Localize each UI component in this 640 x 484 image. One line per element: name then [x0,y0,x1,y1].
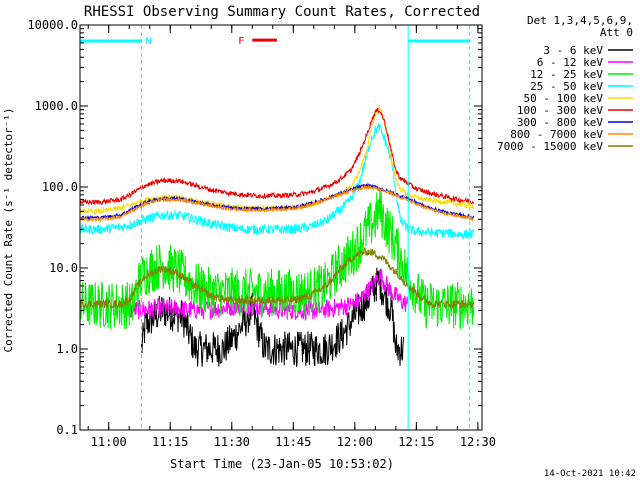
legend-label-1: 6 - 12 keV [537,56,604,69]
y-tick-label-5: 0.1 [56,423,78,437]
plot-frame [79,24,483,431]
flare-label: F [238,36,244,47]
x-tick-label-1: 11:15 [152,435,188,449]
legend-label-3: 25 - 50 keV [530,80,603,93]
footer-timestamp: 14-Oct-2021 10:42 [544,469,636,479]
legend-label-2: 12 - 25 keV [530,68,603,81]
series-line-4 [79,104,475,216]
night-label: N [146,36,152,47]
legend-header-attenuator: Att 0 [600,26,633,39]
legend-label-0: 3 - 6 keV [543,44,603,57]
x-tick-label-6: 12:30 [460,435,496,449]
x-tick-label-5: 12:15 [398,435,434,449]
series-layer [79,104,475,367]
legend-label-7: 800 - 7000 keV [510,128,603,141]
x-tick-label-0: 11:00 [91,435,127,449]
legend-header-detectors: Det 1,3,4,5,6,9, [527,14,633,27]
y-tick-label-0: 10000.0 [27,18,78,32]
legend-label-5: 100 - 300 keV [517,104,603,117]
y-tick-label-3: 10.0 [49,261,78,275]
x-tick-label-3: 11:45 [275,435,311,449]
legend-label-4: 50 - 100 keV [524,92,604,105]
y-axis-label: Corrected Count Rate (s⁻¹ detector⁻¹) [2,107,15,352]
y-tick-label-1: 1000.0 [35,99,78,113]
series-line-0 [141,267,405,367]
x-tick-label-4: 12:00 [337,435,373,449]
chart-title: RHESSI Observing Summary Count Rates, Co… [84,4,480,20]
series-line-5 [79,107,475,206]
x-axis-label: Start Time (23-Jan-05 10:53:02) [170,457,394,471]
axes-layer: 10000.0 1000.0 100.0 10.0 1.0 0.1 11:00 11:15 11… [27,18,496,449]
legend-label-6: 300 - 800 keV [517,116,603,129]
legend-label-8: 7000 - 15000 keV [497,140,603,153]
y-tick-label-4: 1.0 [56,342,78,356]
series-line-3 [79,122,475,240]
x-tick-label-2: 11:30 [214,435,250,449]
series-line-1 [128,269,409,322]
y-tick-label-2: 100.0 [42,180,78,194]
